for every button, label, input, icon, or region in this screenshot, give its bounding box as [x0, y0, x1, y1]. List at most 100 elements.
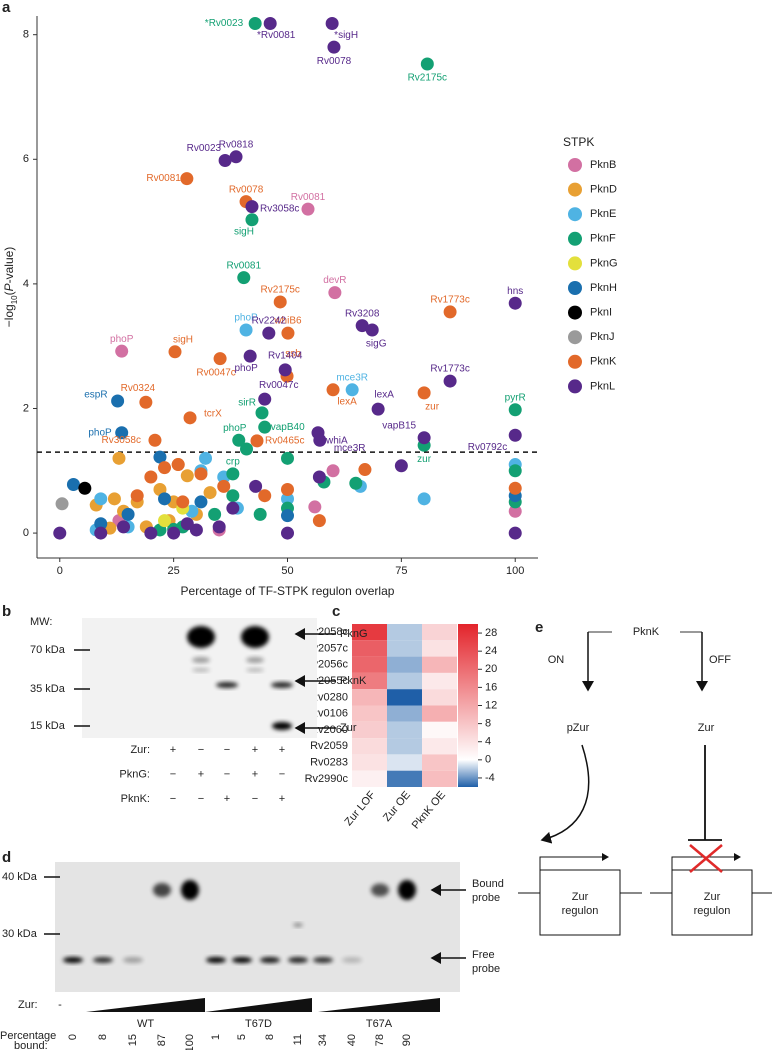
sign: −: [198, 793, 204, 805]
point-label: Rv0081: [291, 192, 326, 203]
point-label: sigG: [366, 339, 387, 350]
legend-label: PknL: [590, 380, 615, 392]
row-label: Zur:: [130, 744, 150, 756]
band: [342, 957, 362, 963]
point: [281, 492, 294, 506]
band: [246, 668, 264, 672]
group-label: WT: [137, 1018, 154, 1030]
band: [63, 957, 83, 963]
point: [245, 200, 259, 214]
legend-swatch: [568, 158, 582, 172]
label: Zur: [698, 722, 715, 734]
point: [180, 172, 194, 186]
heat-cell: [352, 754, 387, 771]
band: [293, 923, 303, 927]
point-label: Rv0078: [317, 56, 352, 67]
y-tick-label: 6: [23, 153, 29, 165]
label: OFF: [709, 654, 731, 666]
percent-bound: 11: [292, 1034, 304, 1045]
point: [245, 213, 259, 227]
heat-cell: [352, 705, 387, 722]
point: [328, 286, 342, 300]
x-tick-label: 50: [281, 565, 293, 577]
band: [398, 880, 416, 900]
diagram: PknK ON OFF pZur Zur Zur regulon Zur reg…: [518, 626, 772, 936]
point: [153, 450, 167, 464]
label: Zur: [704, 891, 721, 903]
point-label: pyrR: [505, 392, 526, 403]
point: [115, 426, 129, 440]
sign: +: [198, 768, 204, 780]
point-label: Rv0078: [229, 184, 264, 195]
percent-bound: 87: [156, 1034, 168, 1046]
colorbar: [458, 624, 478, 787]
point: [249, 479, 263, 493]
point: [194, 467, 208, 481]
point: [94, 517, 108, 531]
point-label: phoP: [110, 334, 134, 345]
sign: +: [224, 793, 230, 805]
heat-cell: [422, 738, 457, 755]
row-label: Rv0280: [310, 691, 348, 703]
point: [417, 431, 431, 445]
point-label: Rv2175c: [260, 285, 299, 296]
point: [213, 352, 227, 366]
row-label: Rv2990c: [305, 773, 349, 785]
band: [93, 957, 113, 963]
point: [248, 16, 262, 30]
point-label: Rv0081: [146, 173, 181, 184]
legend-label: PknH: [590, 282, 617, 294]
mw-label: 40 kDa: [2, 871, 38, 883]
row-label: PknK:: [121, 793, 150, 805]
band: [371, 883, 389, 897]
legend-label: PknF: [590, 233, 616, 245]
wedge: [86, 998, 205, 1012]
column-label: Zur OE: [381, 789, 413, 824]
heat-cell: [422, 656, 457, 673]
point: [345, 383, 359, 397]
pb-label: Percentage: [0, 1030, 56, 1042]
group-label: T67D: [245, 1018, 272, 1030]
sign: −: [252, 793, 258, 805]
point-label: Rv0047c: [259, 380, 298, 391]
point: [508, 464, 522, 478]
legend-label: PknK: [590, 356, 617, 368]
band: [288, 957, 308, 963]
point: [167, 526, 181, 540]
mw-label: 15 kDa: [30, 720, 66, 732]
panel-letter: e: [535, 619, 543, 636]
point: [394, 459, 408, 473]
band: [272, 722, 292, 730]
point: [443, 305, 457, 319]
band-label: Free: [472, 949, 495, 961]
point: [115, 344, 129, 358]
heat-cell: [352, 738, 387, 755]
point: [281, 482, 294, 496]
point: [508, 403, 522, 417]
point: [508, 481, 522, 495]
point-label: *sigH: [334, 30, 358, 41]
sign: −: [170, 793, 176, 805]
legend-swatch: [568, 305, 582, 320]
point: [203, 486, 217, 500]
point: [180, 517, 194, 531]
band: [246, 657, 264, 663]
point: [243, 349, 257, 363]
row-label: Zur:: [18, 999, 38, 1011]
point-label: mce3R: [334, 443, 366, 454]
mw-label: 35 kDa: [30, 683, 66, 695]
cross: [689, 844, 723, 873]
y-axis-label-part: −log: [2, 304, 16, 327]
x-tick-label: 25: [168, 565, 180, 577]
point-label: whiA: [325, 435, 348, 446]
y-axis-label-part: P: [2, 283, 16, 291]
point: [226, 467, 240, 481]
band: [153, 883, 171, 897]
mw-header: MW:: [30, 616, 52, 628]
colorbar-label: 24: [485, 645, 497, 657]
band: [192, 657, 210, 663]
point: [281, 509, 294, 523]
point-label: hns: [507, 286, 523, 297]
point-label: tcrX: [204, 408, 222, 419]
legend-title: STPK: [563, 135, 594, 149]
